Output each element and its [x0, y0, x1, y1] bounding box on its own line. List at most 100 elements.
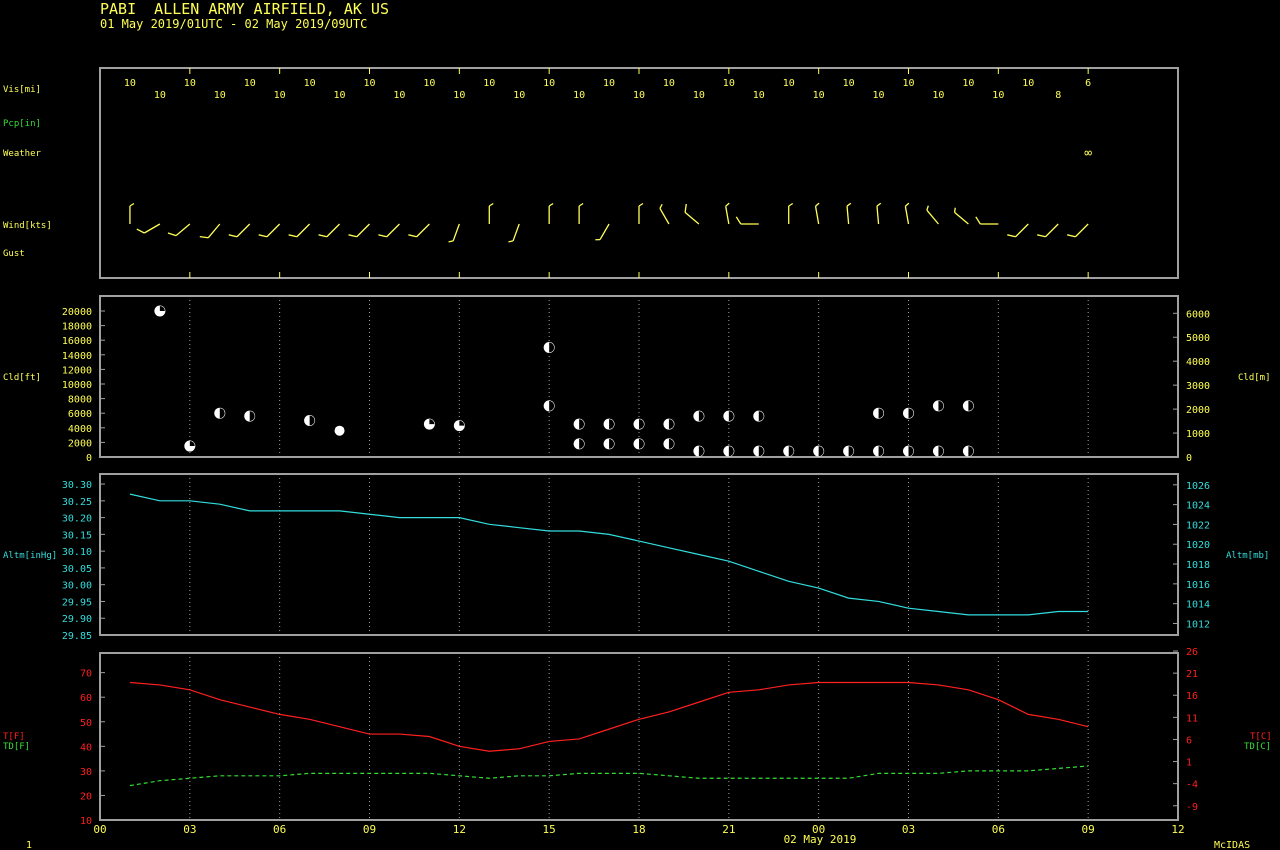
visibility-value: 10 — [573, 90, 585, 101]
x-tick-label: 06 — [273, 823, 286, 836]
wind-barb-feather — [1067, 234, 1076, 238]
row-label-pcp: Pcp[in] — [3, 119, 41, 129]
cloud-marker-wedge — [968, 400, 974, 411]
visibility-value: 10 — [873, 90, 885, 101]
altm-ylabel-right: Altm[mb] — [1226, 551, 1269, 561]
cloud-layer-marker — [843, 445, 855, 457]
wind-barb-feather — [904, 202, 910, 207]
cloud-layer-marker — [783, 445, 795, 457]
cloud-ytick-left: 14000 — [62, 351, 92, 362]
cloud-layer-marker — [334, 425, 345, 436]
temp-ytick-left: 70 — [80, 669, 92, 680]
wind-barb-feather — [488, 202, 494, 207]
station-title: PABI ALLEN ARMY AIRFIELD, AK US — [100, 0, 389, 18]
cloud-ylabel-left: Cld[ft] — [3, 373, 41, 383]
cloud-ytick-right: 4000 — [1186, 357, 1210, 368]
visibility-value: 10 — [453, 90, 465, 101]
wind-barb-staff — [416, 223, 430, 238]
visibility-value: 10 — [723, 78, 735, 89]
wind-barb-feather — [788, 202, 794, 207]
cloud-layer-marker — [723, 410, 735, 422]
cloud-layer-marker — [903, 445, 914, 457]
cloud-layer-marker — [214, 407, 226, 419]
cloud-ytick-right: 6000 — [1186, 309, 1210, 320]
altm-ytick-left: 30.25 — [62, 497, 92, 508]
wind-barb — [508, 223, 520, 243]
cloud-marker-wedge — [848, 446, 854, 457]
wind-barb-staff — [599, 223, 610, 240]
cloud-marker-wedge — [908, 446, 914, 457]
cloud-layer-marker — [244, 410, 256, 422]
x-tick-label: 00 — [812, 823, 825, 836]
altm-ytick-left: 30.00 — [62, 581, 92, 592]
wind-barb-staff — [143, 223, 161, 234]
cloud-marker-wedge — [698, 446, 704, 457]
altimeter-series-line — [129, 493, 1089, 616]
wind-barb — [788, 202, 794, 224]
altm-ytick-left: 29.90 — [62, 614, 92, 625]
temp-ytick-right: 16 — [1186, 691, 1198, 702]
visibility-value: 10 — [932, 90, 944, 101]
visibility-value: 10 — [633, 90, 645, 101]
altm-ytick-right: 1014 — [1186, 600, 1210, 611]
cloud-marker-wedge — [728, 411, 734, 422]
wind-barb-feather — [846, 202, 852, 207]
cloud-layer-marker — [962, 400, 974, 412]
footer-date: 02 May 2019 — [784, 833, 857, 846]
cloud-marker-wedge — [878, 446, 884, 457]
cloud-ytick-right: 5000 — [1186, 333, 1210, 344]
cloud-marker-wedge — [938, 400, 944, 411]
wind-barb-feather — [228, 234, 238, 238]
x-tick-label: 09 — [1082, 823, 1095, 836]
temp-ytick-left: 20 — [80, 791, 92, 802]
cloud-ytick-left: 0 — [86, 453, 92, 464]
footer-page: 1 — [26, 840, 32, 850]
cloud-layer-marker — [154, 305, 166, 317]
cloud-ytick-left: 16000 — [62, 336, 92, 347]
visibility-value: 10 — [513, 90, 525, 101]
temp-ylabel-right: T[C] — [1250, 732, 1272, 742]
wind-barb-feather — [953, 207, 956, 213]
cloud-marker-wedge — [189, 441, 195, 447]
wind-barb-feather — [167, 232, 177, 237]
cloud-layer-marker — [184, 440, 196, 452]
visibility-value: 10 — [783, 78, 795, 89]
cloud-layer-marker — [693, 445, 705, 457]
cloud-layer-marker — [873, 445, 885, 457]
cloud-layer-marker — [573, 438, 585, 450]
cloud-marker-wedge — [159, 306, 165, 311]
cloud-layer-marker — [543, 400, 555, 412]
wind-barb — [953, 207, 969, 225]
wind-barb-staff — [876, 206, 880, 225]
temp-ytick-left: 40 — [80, 742, 92, 753]
wind-barb — [136, 223, 161, 234]
wind-barb — [725, 202, 730, 225]
cloud-marker-wedge — [609, 419, 615, 430]
altm-ytick-right: 1022 — [1186, 520, 1210, 531]
wind-barb-feather — [378, 234, 387, 238]
visibility-value: 10 — [843, 78, 855, 89]
altm-ytick-left: 30.30 — [62, 480, 92, 491]
temp-ytick-right: 6 — [1186, 735, 1192, 746]
wind-barb-feather — [735, 216, 742, 225]
wind-barb-feather — [348, 234, 357, 238]
visibility-value: 10 — [992, 90, 1004, 101]
wind-barb-feather — [136, 228, 145, 234]
wind-barb — [904, 202, 910, 225]
visibility-value: 8 — [1055, 90, 1061, 101]
temperature-series-line — [129, 681, 1089, 752]
wind-barb — [659, 203, 670, 225]
cloud-layer-marker — [573, 418, 585, 430]
cloud-marker-wedge — [758, 446, 764, 457]
wind-barb-staff — [266, 223, 281, 238]
cloud-layer-marker — [663, 438, 675, 450]
visibility-value: 10 — [184, 78, 196, 89]
wind-barb-feather — [448, 240, 454, 243]
visibility-value: 10 — [603, 78, 615, 89]
altm-ytick-left: 29.95 — [62, 597, 92, 608]
x-tick-label: 06 — [992, 823, 1005, 836]
visibility-value: 10 — [274, 90, 286, 101]
altm-ytick-left: 30.15 — [62, 530, 92, 541]
cloud-marker-wedge — [609, 438, 615, 449]
